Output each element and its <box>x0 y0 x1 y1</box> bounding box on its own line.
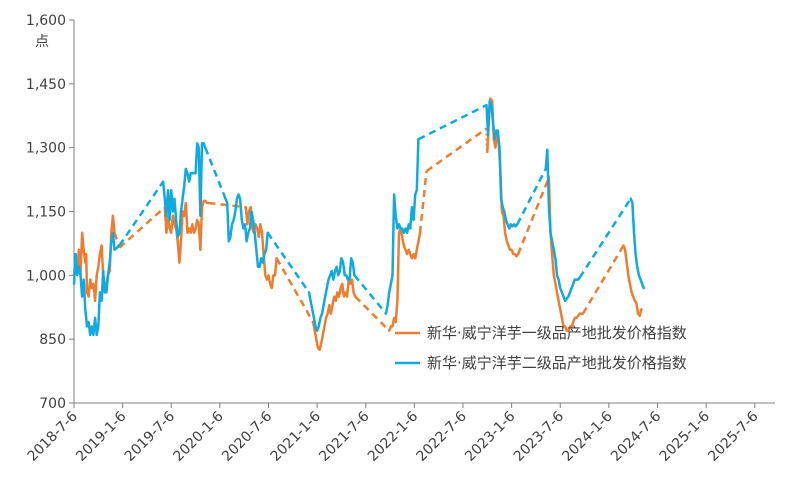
y-tick-label: 850 <box>39 332 66 348</box>
series-line-solid <box>547 176 585 332</box>
series-line-dashed <box>204 147 227 200</box>
series-line-dashed <box>425 127 488 173</box>
legend-label: 新华·威宁洋芋二级品产地批发价格指数 <box>427 354 687 372</box>
series-line-dashed <box>266 232 311 294</box>
series-line-solid <box>629 197 645 290</box>
series-line-solid <box>544 148 581 303</box>
series-line-solid <box>311 278 357 352</box>
legend-label: 新华·威宁洋芋一级品产地批发价格指数 <box>427 324 687 342</box>
series-line-solid <box>72 231 116 337</box>
series-line-dashed <box>417 103 488 141</box>
y-tick-label: 1,000 <box>26 268 66 284</box>
series-line-solid <box>163 199 210 264</box>
series-line-solid <box>387 227 422 332</box>
y-tick-label: 1,450 <box>26 77 66 93</box>
y-tick-label: 1,150 <box>26 205 66 221</box>
series-line-dashed <box>516 177 551 255</box>
series-line-dashed <box>118 180 165 247</box>
series-line-solid <box>161 142 207 239</box>
series-line-dashed <box>353 274 387 315</box>
series-line-dashed <box>113 244 121 251</box>
series-line-solid <box>485 99 519 230</box>
series-line-solid <box>384 137 420 315</box>
y-axis-unit: 点 <box>35 34 49 50</box>
series-line-dashed <box>354 295 391 332</box>
y-tick-label: 1,600 <box>26 13 66 29</box>
series-line-solid <box>622 244 643 318</box>
y-tick-label: 700 <box>39 396 66 412</box>
series-line-dashed <box>581 244 625 315</box>
series-line-dashed <box>418 170 428 233</box>
series-line-solid <box>307 257 356 332</box>
series-line-solid <box>224 193 269 269</box>
y-tick-label: 1,300 <box>26 141 66 157</box>
series-line-dashed <box>118 206 166 249</box>
series-line-dashed <box>516 168 547 225</box>
series-2 <box>72 99 645 337</box>
series-line-dashed <box>578 198 632 279</box>
series-line-dashed <box>275 257 315 323</box>
